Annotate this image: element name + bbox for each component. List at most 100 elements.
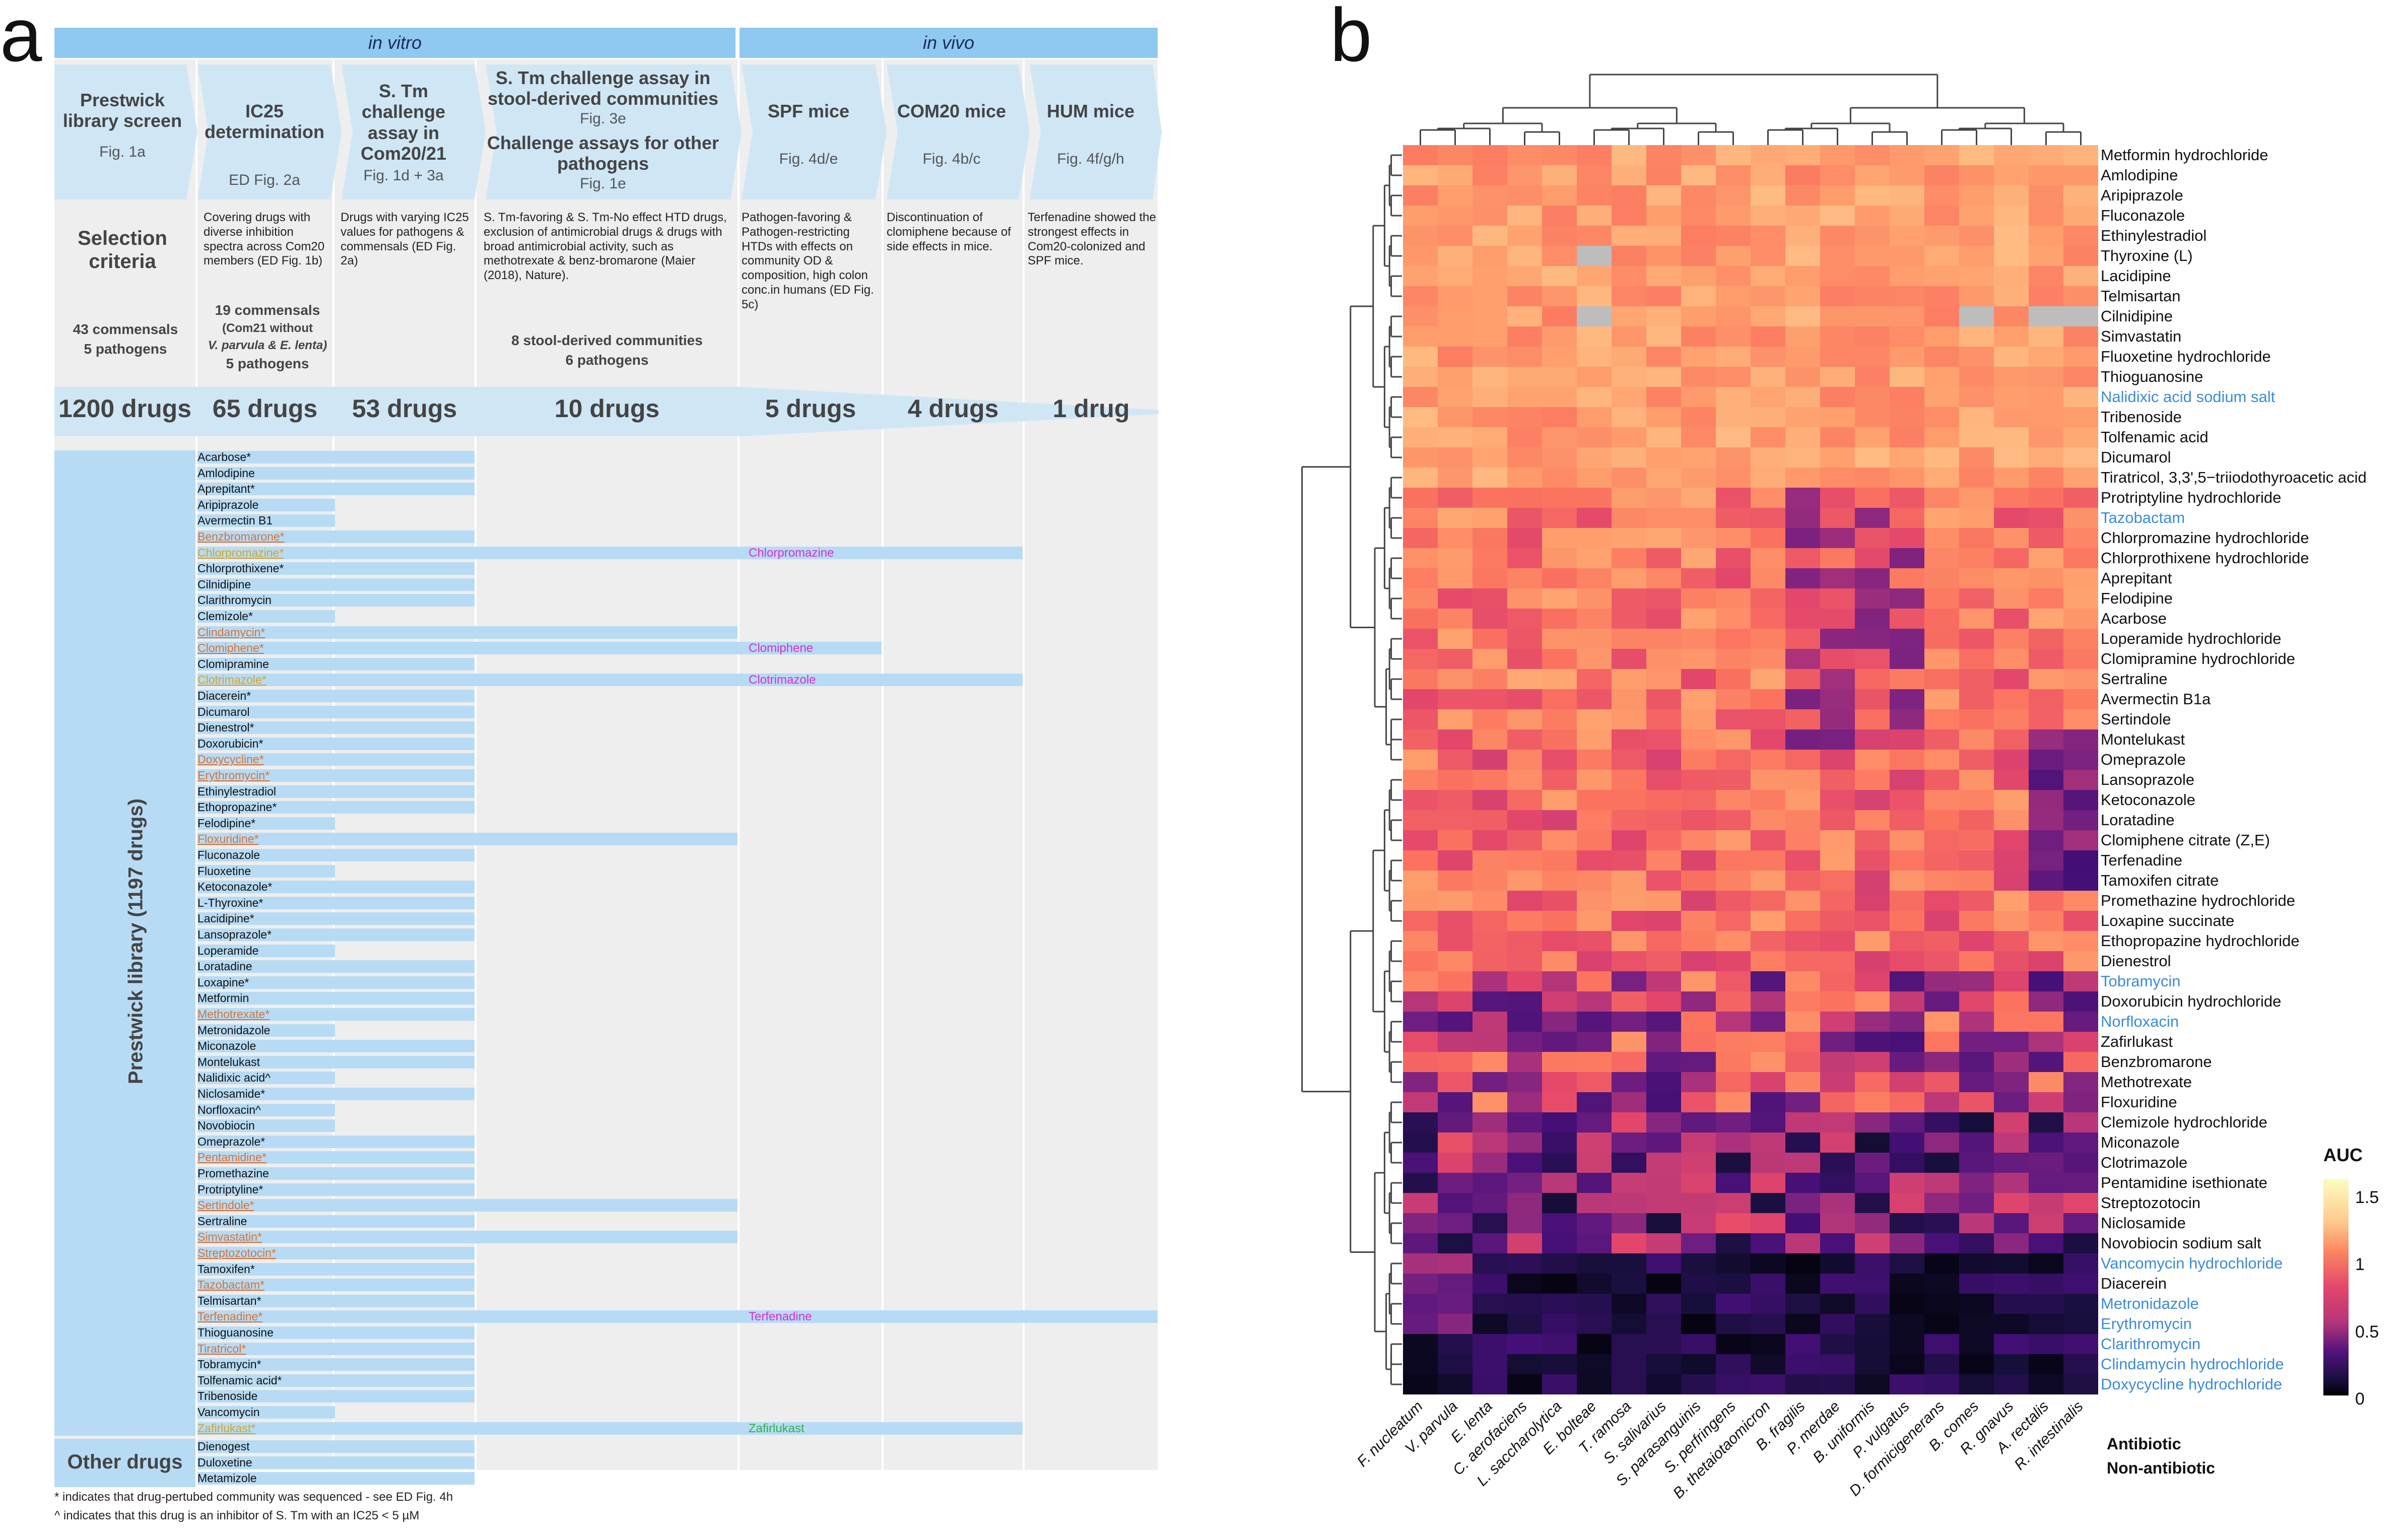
heatmap-cell [1473, 891, 1508, 911]
criteria-4: S. Tm-favoring & S. Tm-No effect HTD dru… [484, 211, 727, 283]
heatmap-cell [1646, 185, 1682, 206]
heatmap-cell [1751, 1173, 1786, 1193]
heatmap-cell [1507, 1334, 1543, 1355]
heatmap-cell [1577, 729, 1612, 750]
heatmap-cell [1924, 750, 1960, 770]
heatmap-cell [2029, 286, 2064, 307]
heatmap-cell [1681, 891, 1716, 911]
legend-antibiotic: Antibiotic [2107, 1435, 2181, 1453]
heatmap-cell [1716, 1153, 1751, 1173]
heatmap-cell [1751, 770, 1786, 790]
heatmap-cell [1403, 1374, 1438, 1394]
heatmap-cell [2029, 568, 2064, 589]
heatmap-cell [1820, 508, 1855, 528]
heatmap-cell [1403, 971, 1438, 992]
heatmap-cell [1994, 306, 2029, 327]
heatmap-cell [1438, 387, 1473, 408]
heatmap-row-label: Terfenadine [2101, 851, 2183, 869]
heatmap-cell [1403, 165, 1438, 186]
heatmap-cell [1681, 1213, 1716, 1234]
drug-name: Metformin [197, 991, 249, 1005]
heatmap-cell [1646, 729, 1682, 750]
heatmap-cell [1751, 468, 1786, 488]
heatmap-cell [1542, 286, 1577, 307]
heatmap-cell [1924, 1274, 1960, 1294]
heatmap-cell [1959, 770, 1994, 790]
heatmap-cell [1646, 1213, 1682, 1234]
heatmap-row-label: Miconazole [2101, 1134, 2180, 1151]
heatmap-cell [1994, 629, 2029, 649]
heatmap-cell [1820, 1092, 1855, 1113]
heatmap-cell [1890, 709, 1925, 730]
heatmap-cell [1646, 810, 1682, 831]
heatmap-cell [1716, 1112, 1751, 1133]
heatmap-cell [1820, 568, 1855, 589]
heatmap-cell [1785, 1253, 1821, 1274]
heatmap-cell [1820, 629, 1855, 649]
heatmap-cell [1681, 810, 1716, 831]
heatmap-cell [1751, 508, 1786, 528]
heatmap-cell [1890, 508, 1925, 528]
heatmap-cell [1438, 971, 1473, 992]
heatmap-cell [1924, 145, 1960, 166]
heatmap-row-labels: Metformin hydrochloride Amlodipine Aripipr… [2101, 145, 2408, 1394]
heatmap-cell [1403, 326, 1438, 347]
heatmap-cell [2029, 1253, 2064, 1274]
heatmap-cell [2063, 891, 2098, 911]
heatmap-cell [1959, 1354, 1994, 1375]
heatmap-cell [1994, 185, 2029, 206]
heatmap-cell [1612, 1072, 1647, 1093]
heatmap-cell [1646, 528, 1682, 549]
heatmap-row-label: Tolfenamic acid [2101, 428, 2209, 446]
heatmap-cell [2029, 1132, 2064, 1153]
heatmap-cell [2063, 1052, 2098, 1073]
heatmap-cell [1890, 1314, 1925, 1335]
heatmap-cell [1542, 1314, 1577, 1335]
heatmap-cell [1924, 1153, 1960, 1173]
drug-row: Terfenadine* Terfenadine [0, 1309, 1159, 1324]
heatmap-cell [1716, 1294, 1751, 1314]
heatmap-cell [2029, 931, 2064, 952]
heatmap-cell [1612, 971, 1647, 992]
heatmap-cell [1716, 548, 1751, 569]
heatmap-cell [1577, 891, 1612, 911]
heatmap-cell [1994, 649, 2029, 670]
heatmap-cell [1473, 145, 1508, 166]
heatmap-cell [1577, 790, 1612, 811]
heatmap-row-label: Cilnidipine [2101, 307, 2173, 325]
heatmap-cell [1646, 1052, 1682, 1073]
heatmap-cell [1855, 770, 1890, 790]
heatmap-cell [1507, 447, 1543, 468]
heatmap-cell [1438, 1052, 1473, 1073]
heatmap-row-label: Metronidazole [2101, 1295, 2199, 1312]
heatmap-cell [1681, 568, 1716, 589]
heatmap-row-label: Protriptyline hydrochloride [2101, 489, 2282, 506]
heatmap-cell [1890, 1012, 1925, 1032]
drug-row: Tolfenamic acid* [0, 1373, 1159, 1388]
heatmap-cell [1612, 528, 1647, 549]
heatmap-cell [1994, 951, 2029, 972]
heatmap-cell [1785, 206, 1821, 226]
heatmap-cell [1681, 729, 1716, 750]
drug-row: Cilnidipine [0, 577, 1159, 592]
heatmap-cell [1855, 1274, 1890, 1294]
heatmap-cell [2029, 1294, 2064, 1314]
heatmap-cell [1612, 1314, 1647, 1335]
heatmap-cell [1924, 609, 1960, 629]
heatmap-cell [1681, 306, 1716, 327]
heatmap-cell [1473, 185, 1508, 206]
heatmap-cell [1542, 830, 1577, 851]
drug-bar [197, 514, 335, 527]
heatmap-cell [1855, 447, 1890, 468]
heatmap-cell [2063, 871, 2098, 891]
heatmap-cell [1646, 649, 1682, 670]
step-3-fig: Fig. 1d + 3a [363, 167, 444, 184]
heatmap-cell [1507, 911, 1543, 931]
drug-name: Aripiprazole [197, 498, 259, 511]
heatmap-cell [1890, 326, 1925, 347]
heatmap-cell [1403, 1314, 1438, 1335]
heatmap-cell [1646, 850, 1682, 871]
heatmap-cell [2029, 1012, 2064, 1032]
step-7: HUM mice Fig. 4f/g/h [1028, 101, 1154, 168]
heatmap-cell [1820, 709, 1855, 730]
